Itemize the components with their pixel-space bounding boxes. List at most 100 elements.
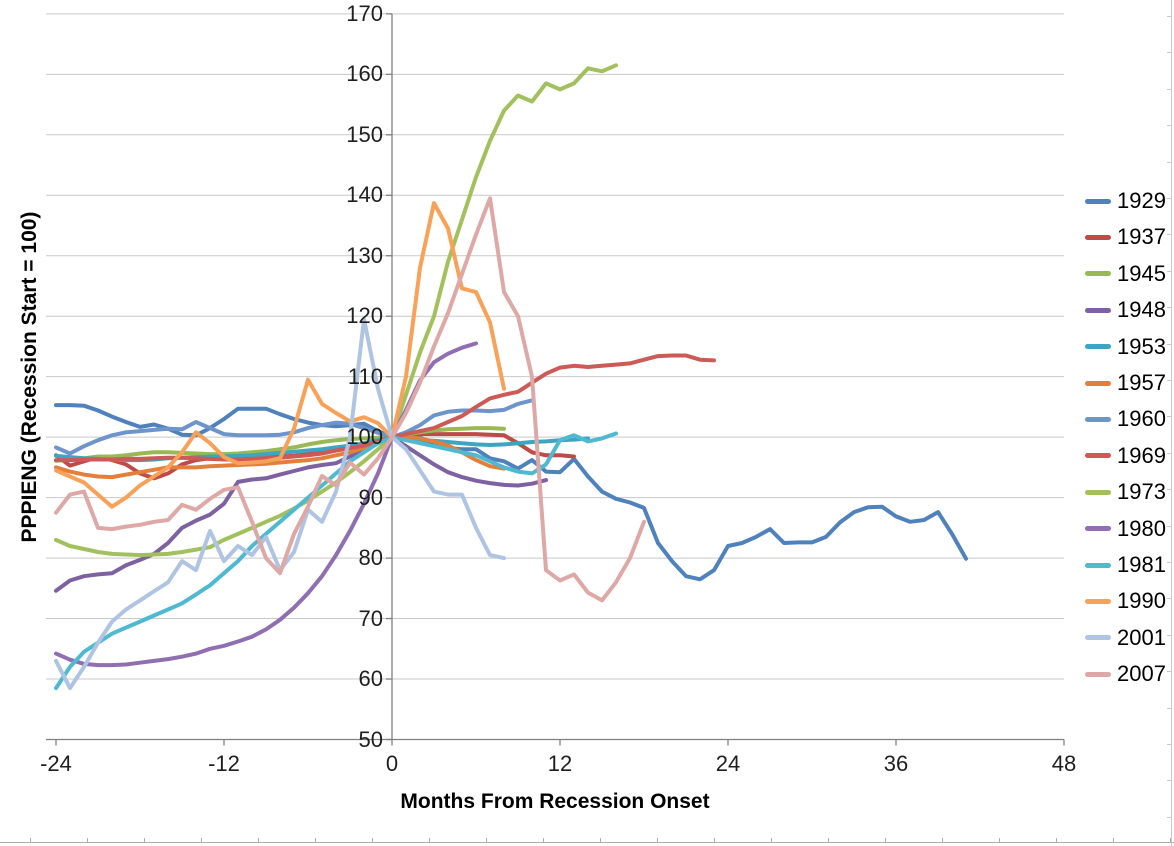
legend-label-1981: 1981 bbox=[1117, 552, 1166, 577]
legend-item-1969[interactable]: 1969 bbox=[1085, 443, 1166, 469]
legend-swatch-1973 bbox=[1085, 489, 1111, 495]
edge-tick-bottom bbox=[714, 838, 715, 842]
edge-tick-bottom bbox=[486, 838, 487, 842]
legend-swatch-2007 bbox=[1085, 671, 1111, 677]
edge-tick-bottom bbox=[657, 838, 658, 842]
y-tick-label-130: 130 bbox=[346, 242, 383, 268]
edge-tick-bottom bbox=[1056, 838, 1057, 842]
legend-label-1945: 1945 bbox=[1117, 260, 1166, 286]
edge-tick-bottom bbox=[144, 838, 145, 842]
edge-tick-right bbox=[1167, 707, 1171, 709]
legend-swatch-1969 bbox=[1085, 453, 1111, 459]
edge-tick-bottom bbox=[1170, 838, 1171, 842]
legend-label-1980: 1980 bbox=[1117, 515, 1166, 541]
edge-tick-right bbox=[1167, 16, 1171, 17]
edge-tick-right bbox=[1167, 671, 1171, 673]
y-tick-label-80: 80 bbox=[358, 545, 383, 571]
series-line-2007[interactable] bbox=[54, 196, 646, 603]
legend-swatch-1957 bbox=[1085, 380, 1111, 386]
edge-tick-right bbox=[1167, 307, 1171, 309]
legend-swatch-1981 bbox=[1085, 562, 1111, 568]
legend-swatch-1960 bbox=[1085, 416, 1111, 422]
y-tick-label-90: 90 bbox=[358, 484, 383, 510]
adjacent-chart-edge-right bbox=[1171, 0, 1172, 846]
legend-item-1929[interactable]: 1929 bbox=[1085, 188, 1166, 214]
adjacent-chart-edge-bottom bbox=[0, 842, 1174, 843]
x-tick-label-12: 12 bbox=[547, 751, 573, 776]
edge-tick-right bbox=[1167, 525, 1171, 527]
legend-item-1981[interactable]: 1981 bbox=[1085, 552, 1166, 578]
series-line-1957[interactable] bbox=[54, 435, 506, 480]
edge-tick-right bbox=[1167, 88, 1171, 90]
legend-swatch-1990 bbox=[1085, 598, 1111, 604]
x-tick-label-48: 48 bbox=[1051, 751, 1077, 776]
legend-label-1929: 1929 bbox=[1117, 188, 1166, 213]
edge-tick-bottom bbox=[87, 838, 88, 842]
y-tick-label-70: 70 bbox=[358, 605, 383, 631]
legend-swatch-1948 bbox=[1085, 307, 1111, 313]
legend-item-1957[interactable]: 1957 bbox=[1085, 370, 1166, 396]
edge-tick-bottom bbox=[600, 838, 601, 842]
legend-item-1948[interactable]: 1948 bbox=[1085, 297, 1166, 323]
edge-tick-right bbox=[1167, 634, 1171, 636]
series-line-1929[interactable] bbox=[54, 403, 968, 582]
y-tick-label-60: 60 bbox=[358, 666, 383, 692]
edge-tick-right bbox=[1167, 780, 1171, 782]
edge-tick-bottom bbox=[258, 838, 259, 842]
y-tick-label-110: 110 bbox=[347, 363, 383, 389]
legend-label-1948: 1948 bbox=[1117, 297, 1166, 323]
edge-tick-bottom bbox=[429, 838, 430, 842]
legend-item-1990[interactable]: 1990 bbox=[1085, 588, 1166, 614]
legend-item-1973[interactable]: 1973 bbox=[1085, 479, 1166, 505]
edge-tick-right bbox=[1167, 234, 1171, 236]
edge-tick-right bbox=[1167, 489, 1171, 491]
series-line-1981[interactable] bbox=[54, 431, 618, 691]
legend-swatch-2001 bbox=[1085, 635, 1111, 641]
legend-label-1969: 1969 bbox=[1117, 442, 1166, 468]
series-line-2001[interactable] bbox=[54, 317, 506, 691]
edge-tick-right bbox=[1167, 816, 1171, 818]
edge-tick-bottom bbox=[315, 838, 316, 842]
legend-swatch-1953 bbox=[1085, 344, 1111, 350]
y-tick-label-50: 50 bbox=[358, 726, 383, 752]
edge-tick-right bbox=[1167, 343, 1171, 345]
y-tick-label-100: 100 bbox=[346, 424, 383, 450]
legend-item-1953[interactable]: 1953 bbox=[1085, 334, 1166, 360]
edge-tick-bottom bbox=[885, 838, 886, 842]
edge-tick-right bbox=[1167, 125, 1171, 127]
legend-item-2001[interactable]: 2001 bbox=[1085, 625, 1166, 651]
legend-item-2007[interactable]: 2007 bbox=[1085, 661, 1166, 687]
x-axis-title: Months From Recession Onset bbox=[400, 790, 710, 813]
edge-tick-right bbox=[1167, 562, 1171, 563]
edge-tick-right bbox=[1167, 198, 1171, 199]
legend-label-1953: 1953 bbox=[1117, 333, 1166, 359]
legend-item-1937[interactable]: 1937 bbox=[1085, 224, 1166, 250]
x-tick-label-24: 24 bbox=[715, 751, 741, 776]
edge-tick-right bbox=[1167, 598, 1171, 600]
legend-label-1973: 1973 bbox=[1117, 479, 1166, 505]
edge-tick-right bbox=[1167, 161, 1171, 163]
legend-label-2007: 2007 bbox=[1117, 661, 1166, 687]
edge-tick-right bbox=[1167, 52, 1171, 54]
edge-tick-bottom bbox=[999, 838, 1000, 842]
y-tick-label-140: 140 bbox=[346, 182, 383, 208]
edge-tick-bottom bbox=[942, 838, 943, 842]
y-axis-title: PPPIENG (Recession Start = 100) bbox=[18, 211, 41, 543]
legend-item-1945[interactable]: 1945 bbox=[1085, 261, 1166, 287]
legend-item-1980[interactable]: 1980 bbox=[1085, 516, 1166, 542]
y-tick-label-120: 120 bbox=[346, 303, 383, 329]
legend-swatch-1937 bbox=[1085, 234, 1111, 240]
edge-tick-bottom bbox=[372, 838, 373, 842]
legend-item-1960[interactable]: 1960 bbox=[1085, 406, 1166, 432]
x-tick-label--12: -12 bbox=[208, 751, 240, 776]
edge-tick-bottom bbox=[201, 838, 202, 842]
edge-tick-right bbox=[1167, 270, 1171, 272]
series-line-1948[interactable] bbox=[54, 435, 548, 593]
edge-tick-right bbox=[1167, 416, 1171, 418]
x-tick-label-36: 36 bbox=[883, 751, 909, 776]
y-tick-label-150: 150 bbox=[346, 121, 383, 147]
legend-swatch-1945 bbox=[1085, 271, 1111, 277]
series-line-1990[interactable] bbox=[54, 201, 506, 509]
y-tick-label-160: 160 bbox=[346, 61, 383, 87]
